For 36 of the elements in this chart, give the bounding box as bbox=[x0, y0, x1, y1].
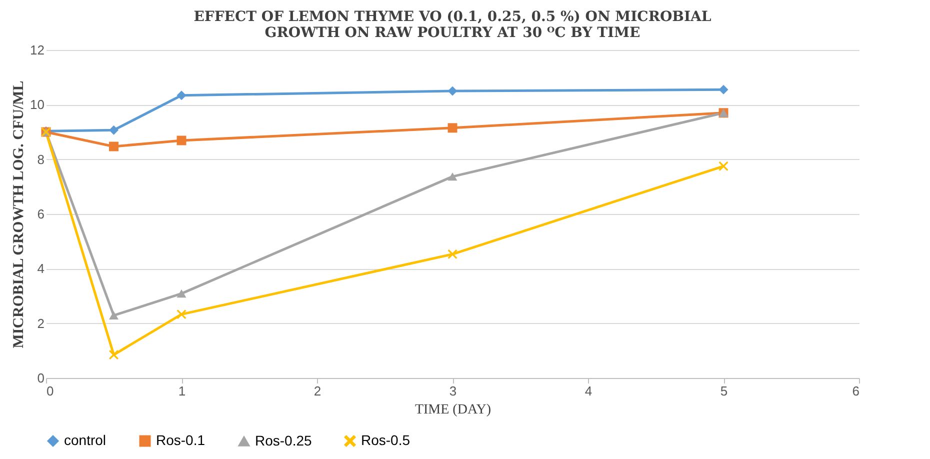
point bbox=[718, 84, 728, 94]
x-tick-label: 3 bbox=[449, 384, 457, 398]
legend-label: Ros-0.25 bbox=[255, 432, 312, 448]
x-tick-label: 5 bbox=[720, 384, 728, 398]
x-axis-title: TIME (DAY) bbox=[414, 402, 492, 418]
point bbox=[176, 90, 186, 100]
y-tick-label: 0 bbox=[37, 370, 44, 386]
point bbox=[109, 311, 118, 320]
x-tick-label: 1 bbox=[178, 384, 186, 398]
y-tick-label: 8 bbox=[37, 152, 44, 167]
x-tick-label: 0 bbox=[46, 384, 54, 398]
x-tick-label: 4 bbox=[584, 384, 592, 398]
x-tick-label: 6 bbox=[852, 384, 860, 398]
legend-label: Ros-0.1 bbox=[156, 432, 206, 448]
point bbox=[448, 86, 458, 96]
y-tick-label: 4 bbox=[37, 261, 44, 276]
point bbox=[176, 289, 186, 298]
y-tick-label: 12 bbox=[30, 42, 44, 58]
y-tick-label: 10 bbox=[30, 97, 44, 112]
point bbox=[718, 161, 728, 171]
point bbox=[448, 172, 458, 181]
point bbox=[109, 142, 118, 152]
y-axis-title: MICROBIAL GROWTH LOG. CFU/ML bbox=[11, 80, 28, 348]
legend-label: control bbox=[64, 432, 106, 448]
y-tick-label: 2 bbox=[37, 316, 44, 331]
text: GROWTH ON RAW POULTRY AT 30 ᴼC BY TIME bbox=[264, 25, 640, 41]
x-tick-label: 2 bbox=[314, 384, 322, 398]
legend-label: Ros-0.5 bbox=[361, 432, 410, 448]
point bbox=[176, 136, 186, 146]
point bbox=[448, 123, 458, 133]
point bbox=[448, 249, 458, 259]
point bbox=[109, 350, 118, 360]
y-tick-label: 6 bbox=[37, 206, 44, 222]
point bbox=[176, 310, 186, 320]
text: EFFECT OF LEMON THYME VO (0.1, 0.25, 0.5 %) ON MICROBIAL bbox=[194, 9, 712, 25]
point bbox=[109, 125, 118, 135]
